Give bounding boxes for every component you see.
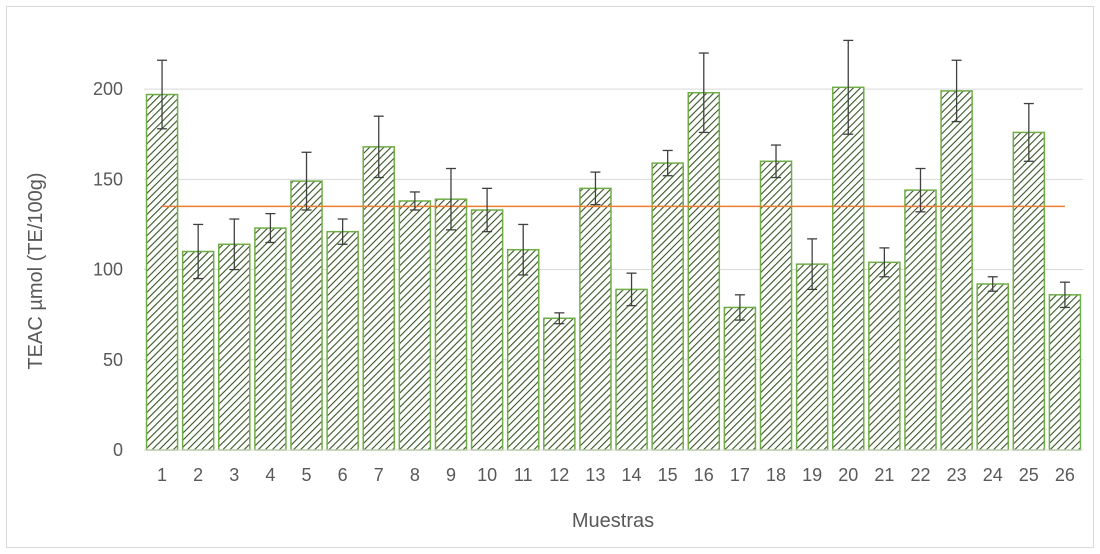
error-bar-26 (1059, 281, 1070, 309)
x-tick-label: 23 (947, 465, 967, 485)
error-bar-9 (445, 167, 456, 231)
bar-12 (543, 317, 576, 451)
x-tick-label: 17 (730, 465, 750, 485)
bar-24 (976, 283, 1009, 451)
x-tick-label: 25 (1019, 465, 1039, 485)
error-bar-15 (662, 149, 673, 177)
x-tick-label: 20 (838, 465, 858, 485)
x-tick-label: 21 (874, 465, 894, 485)
error-bar-12 (554, 312, 565, 325)
x-tick-label: 4 (265, 465, 275, 485)
error-bar-8 (409, 191, 420, 211)
error-bar-13 (590, 171, 601, 206)
error-bar-25 (1023, 102, 1034, 162)
y-tick-label: 100 (93, 260, 123, 280)
error-bar-2 (193, 223, 204, 280)
error-bar-19 (807, 238, 818, 291)
bar-9 (434, 198, 468, 451)
error-bar-10 (482, 187, 493, 233)
bar-18 (759, 160, 793, 451)
x-tick-label: 11 (514, 465, 533, 485)
bar-11 (506, 248, 540, 451)
bar-25 (1012, 131, 1046, 451)
bar-5 (290, 180, 323, 451)
error-bar-6 (337, 218, 348, 245)
error-bar-16 (698, 52, 709, 134)
error-bar-11 (518, 223, 529, 276)
bar-13 (579, 187, 612, 451)
x-tick-label: 15 (658, 465, 678, 485)
bar-16 (687, 91, 721, 451)
error-bar-5 (301, 151, 312, 211)
x-tick-label: 7 (374, 465, 384, 485)
bar-2 (181, 250, 215, 451)
bar-22 (904, 189, 937, 451)
bar-6 (326, 230, 359, 451)
error-bar-24 (987, 276, 998, 292)
x-tick-label: 10 (477, 465, 497, 485)
bar-17 (723, 306, 757, 451)
bar-19 (795, 263, 829, 451)
error-bars (157, 39, 1070, 325)
bar-8 (398, 200, 432, 451)
x-tick-label: 19 (802, 465, 822, 485)
x-tick-label: 14 (622, 465, 642, 485)
y-tick-label: 150 (93, 169, 123, 189)
error-bar-17 (734, 294, 745, 321)
x-tick-label: 16 (694, 465, 714, 485)
x-tick-label: 18 (766, 465, 786, 485)
bar-7 (362, 146, 396, 451)
x-tick-label: 24 (983, 465, 1003, 485)
x-tick-label: 2 (193, 465, 203, 485)
error-bar-21 (879, 247, 890, 278)
error-bar-18 (771, 144, 782, 179)
bar-1 (145, 93, 179, 451)
x-tick-label: 5 (302, 465, 312, 485)
bar-14 (615, 288, 648, 451)
x-tick-label: 3 (229, 465, 239, 485)
x-tick-label: 6 (338, 465, 348, 485)
error-bar-23 (951, 59, 962, 123)
bar-3 (218, 243, 251, 451)
bar-21 (868, 261, 901, 451)
x-axis-ticks: 1 2 3 4 5 6 7 8 9 10 11 12 13 14 15 16 17 18 19 20 21 22 23 24 2… (157, 465, 1075, 485)
y-axis-title: TEAC µmol (TE/100g) (25, 172, 47, 369)
x-tick-label: 8 (410, 465, 420, 485)
x-tick-label: 13 (585, 465, 605, 485)
bars (145, 86, 1082, 451)
y-axis-ticks: 0 50 100 150 200 (93, 79, 123, 460)
x-axis-title: Muestras (572, 510, 654, 532)
bar-4 (254, 227, 287, 451)
bar-20 (831, 86, 865, 451)
error-bar-1 (157, 59, 168, 130)
error-bar-14 (626, 272, 637, 307)
x-tick-label: 22 (910, 465, 930, 485)
bar-23 (940, 90, 973, 451)
bar-10 (470, 209, 504, 451)
y-tick-label: 0 (113, 440, 123, 460)
x-tick-label: 1 (157, 465, 167, 485)
error-bar-7 (373, 115, 384, 179)
error-bar-22 (915, 167, 926, 213)
x-tick-label: 12 (549, 465, 569, 485)
error-bar-3 (229, 218, 240, 271)
y-tick-label: 50 (103, 350, 123, 370)
error-bar-20 (843, 39, 854, 135)
error-bar-4 (265, 212, 276, 244)
x-tick-label: 9 (446, 465, 456, 485)
y-tick-label: 200 (93, 79, 123, 99)
bar-26 (1048, 294, 1082, 451)
x-tick-label: 26 (1055, 465, 1075, 485)
